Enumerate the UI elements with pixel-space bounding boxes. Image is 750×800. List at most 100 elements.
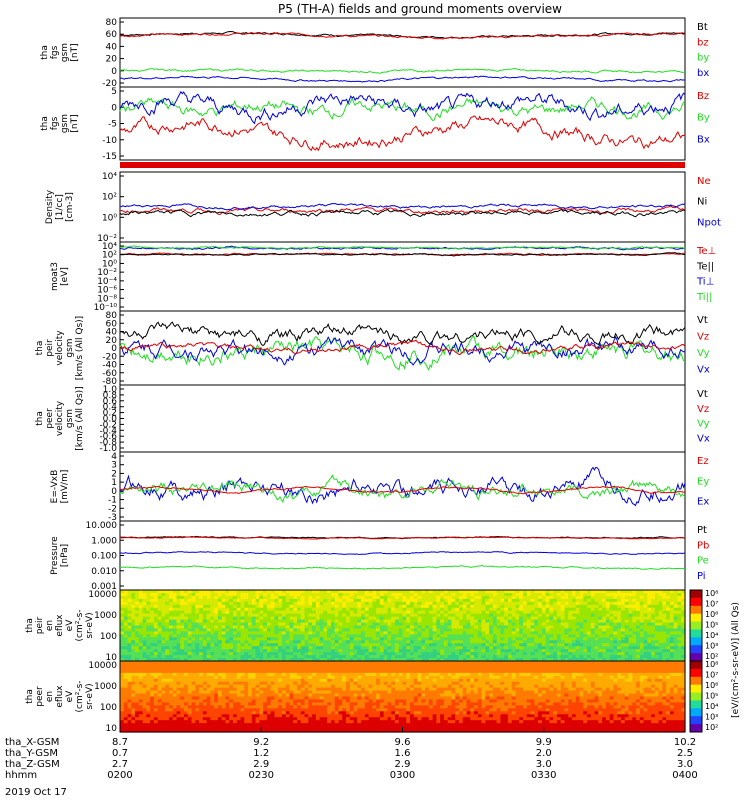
- heatmap-cell: [500, 595, 505, 600]
- heatmap-cell: [165, 708, 170, 712]
- heatmap-cell: [120, 643, 125, 647]
- heatmap-cell: [221, 628, 227, 633]
- heatmap-cell: [376, 595, 381, 600]
- heatmap-cell: [184, 726, 189, 730]
- heatmap-cell: [485, 640, 490, 644]
- heatmap-cell: [319, 658, 324, 662]
- heatmap-cell: [417, 595, 422, 600]
- heatmap-cell: [443, 625, 449, 630]
- heatmap-cell: [669, 622, 675, 627]
- heatmap-cell: [327, 649, 332, 653]
- heatmap-cell: [195, 705, 200, 709]
- heatmap-cell: [251, 690, 257, 695]
- heatmap-cell: [447, 625, 453, 630]
- heatmap-cell: [579, 604, 584, 609]
- heatmap-cell: [402, 610, 407, 615]
- heatmap-cell: [285, 675, 291, 680]
- heatmap-cell: [481, 607, 486, 612]
- heatmap-cell: [583, 616, 588, 621]
- heatmap-cell: [266, 690, 272, 695]
- heatmap-cell: [391, 637, 396, 641]
- y-axis-label: velocity: [55, 400, 65, 436]
- heatmap-cell: [157, 684, 163, 689]
- heatmap-cell: [590, 652, 596, 656]
- heatmap-cell: [541, 637, 547, 641]
- heatmap-cell: [304, 622, 309, 627]
- heatmap-cell: [436, 607, 441, 612]
- heatmap-cell: [172, 634, 178, 638]
- heatmap-cell: [266, 684, 272, 689]
- heatmap-cell: [312, 616, 317, 621]
- heatmap-cell: [172, 637, 178, 641]
- heatmap-cell: [368, 604, 373, 609]
- heatmap-cell: [361, 619, 366, 624]
- heatmap-cell: [579, 622, 584, 627]
- heatmap-cell: [628, 601, 633, 606]
- y-tick-label: 10⁻²: [97, 268, 117, 278]
- heatmap-cell: [153, 622, 159, 627]
- heatmap-cell: [195, 711, 200, 715]
- heatmap-cell: [462, 607, 468, 612]
- heatmap-cell: [485, 625, 490, 630]
- heatmap-cell: [428, 643, 434, 647]
- heatmap-cell: [278, 595, 283, 600]
- heatmap-cell: [293, 711, 298, 715]
- heatmap-cell: [594, 604, 599, 609]
- heatmap-cell: [594, 595, 599, 600]
- heatmap-cell: [127, 604, 132, 609]
- heatmap-cell: [285, 708, 291, 712]
- heatmap-cell: [255, 607, 260, 612]
- heatmap-cell: [391, 590, 396, 594]
- heatmap-cell: [161, 690, 166, 695]
- heatmap-cell: [176, 687, 181, 692]
- heatmap-cell: [425, 592, 430, 597]
- heatmap-cell: [519, 601, 524, 606]
- heatmap-cell: [477, 604, 483, 609]
- heatmap-cell: [515, 634, 520, 638]
- heatmap-cell: [346, 640, 351, 644]
- heatmap-cell: [180, 628, 185, 633]
- heatmap-cell: [259, 723, 264, 727]
- heatmap-cell: [681, 616, 686, 621]
- heatmap-cell: [556, 658, 562, 662]
- heatmap-cell: [436, 616, 441, 621]
- heatmap-cell: [289, 604, 294, 609]
- heatmap-cell: [451, 598, 456, 603]
- heatmap-cell: [244, 672, 249, 677]
- heatmap-cell: [410, 590, 415, 594]
- heatmap-cell: [304, 726, 309, 730]
- heatmap-cell: [210, 590, 215, 594]
- heatmap-cell: [172, 655, 178, 659]
- heatmap-cell: [168, 649, 174, 653]
- heatmap-cell: [131, 672, 136, 677]
- heatmap-cell: [658, 622, 663, 627]
- heatmap-cell: [647, 610, 652, 615]
- heatmap-cell: [187, 678, 193, 683]
- heatmap-cell: [161, 604, 166, 609]
- heatmap-cell: [157, 607, 163, 612]
- heatmap-cell: [138, 592, 144, 597]
- heatmap-cell: [620, 634, 626, 638]
- heatmap-cell: [387, 625, 392, 630]
- heatmap-cell: [572, 592, 577, 597]
- heatmap-cell: [387, 598, 392, 603]
- heatmap-cell: [636, 643, 641, 647]
- heatmap-cell: [669, 655, 675, 659]
- heatmap-cell: [364, 607, 370, 612]
- heatmap-cell: [266, 655, 272, 659]
- heatmap-cell: [406, 637, 411, 641]
- heatmap-cell: [545, 628, 550, 633]
- heatmap-cell: [135, 625, 140, 630]
- heatmap-cell: [146, 637, 151, 641]
- heatmap-cell: [387, 590, 392, 594]
- heatmap-cell: [636, 598, 641, 603]
- heatmap-cell: [368, 616, 373, 621]
- heatmap-cell: [459, 601, 464, 606]
- heatmap-cell: [443, 637, 449, 641]
- heatmap-cell: [500, 637, 505, 641]
- heatmap-cell: [168, 714, 174, 718]
- heatmap-cell: [274, 655, 279, 659]
- heatmap-cell: [534, 613, 539, 618]
- heatmap-cell: [455, 598, 460, 603]
- heatmap-cell: [353, 598, 358, 603]
